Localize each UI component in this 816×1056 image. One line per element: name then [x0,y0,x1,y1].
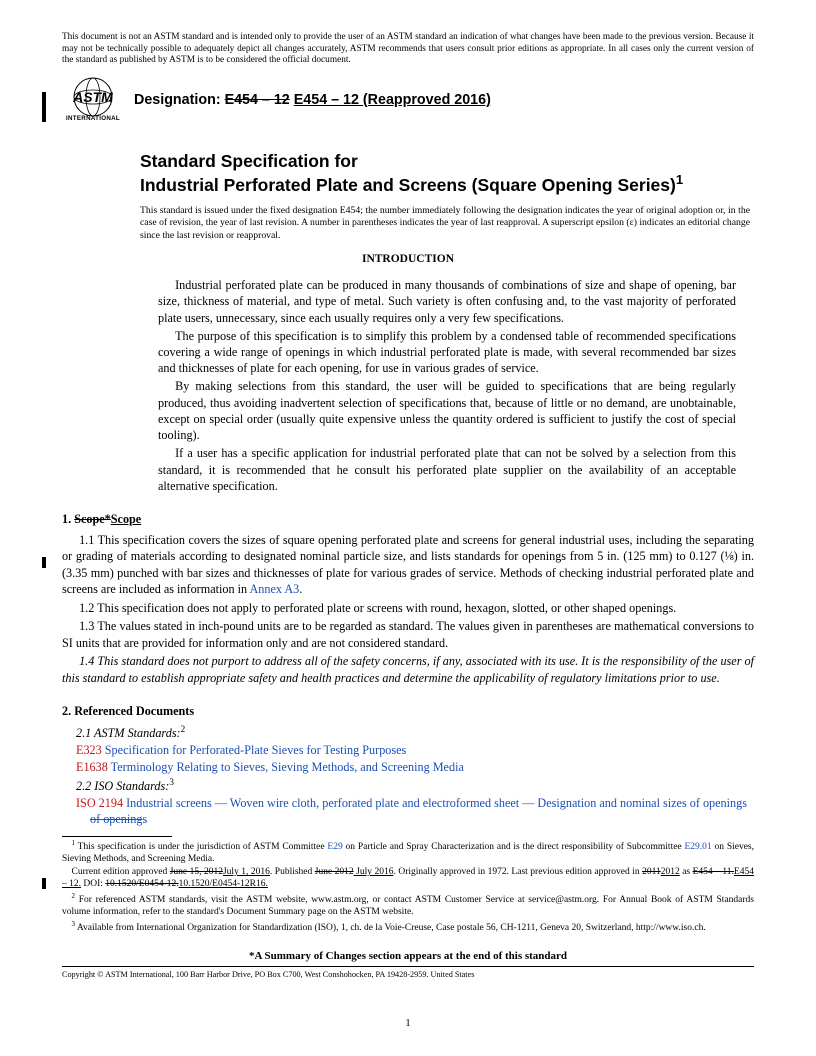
ref-e1638: E1638 Terminology Relating to Sieves, Si… [76,760,754,776]
fixed-designation-note: This standard is issued under the fixed … [140,205,754,242]
fn1-mid: . Originally approved in 1972. Last prev… [393,867,642,877]
astm-label-text: 2.1 ASTM Standards: [76,726,181,740]
para-1-1: 1.1 This specification covers the sizes … [62,532,754,598]
copyright-line: Copyright © ASTM International, 100 Barr… [62,966,754,981]
designation-old: E454 – 12 [225,92,290,108]
section-2-heading: 2. Referenced Documents [62,704,754,720]
para-1-1-b: . [299,582,302,596]
title-superscript: 1 [676,172,683,187]
iso-label-text: 2.2 ISO Standards: [76,779,169,793]
fn1-pub: . Published [270,867,315,877]
fn1-new-yr: 2012 [661,867,680,877]
fn1-old-date: June 15, 2012 [170,867,223,877]
intro-para-4: If a user has a specific application for… [158,445,736,494]
astm-sup: 2 [181,724,186,734]
para-1-1-a: 1.1 This specification covers the sizes … [62,533,754,596]
astm-logo-icon: ASTM [64,77,122,117]
title-line2: Industrial Perforated Plate and Screens … [140,172,754,195]
fn1-doi-label: DOI: [81,879,105,889]
disclaimer-text: This document is not an ASTM standard an… [62,32,754,67]
fn1-old-yr: 2011 [642,867,661,877]
page-content: This document is not an ASTM standard an… [0,0,816,981]
fn1-b: on Particle and Spray Characterization a… [343,842,685,852]
ref-e323: E323 Specification for Perforated-Plate … [76,743,754,759]
para-1-2: 1.2 This specification does not apply to… [62,600,754,616]
change-bar [42,878,46,889]
intro-para-3: By making selections from this standard,… [158,378,736,443]
footnote-2: 2 For referenced ASTM standards, visit t… [62,892,754,919]
fn1-new-pub: July 2016 [354,867,394,877]
change-bar [42,92,46,122]
iso-old-tail: of opening [90,812,142,826]
introduction-heading: INTRODUCTION [62,252,754,267]
iso-title[interactable]: Industrial screens — Woven wire cloth, p… [123,796,747,810]
fn2-text: For referenced ASTM standards, visit the… [62,895,754,917]
title-line1: Standard Specification for [140,151,754,172]
iso-code[interactable]: ISO 2194 [76,796,123,810]
designation-new: E454 – 12 (Reapproved 2016) [294,92,491,108]
astm-standards-label: 2.1 ASTM Standards:2 [76,724,754,742]
para-1-3: 1.3 The values stated in inch-pound unit… [62,618,754,651]
para-1-4: 1.4 This standard does not purport to ad… [62,653,754,686]
intro-para-1: Industrial perforated plate can be produ… [158,277,736,326]
fn1-new-date: July 1, 2016 [223,867,270,877]
footnote-rule [62,836,172,837]
summary-of-changes-note: *A Summary of Changes section appears at… [62,949,754,963]
designation-label: Designation: [134,92,225,108]
astm-logo: ASTM INTERNATIONAL [62,77,124,123]
scope-old: Scope* [74,512,111,526]
e323-title[interactable]: Specification for Perforated-Plate Sieve… [102,743,407,757]
section-1-num: 1. [62,512,71,526]
change-bar [42,557,46,568]
footnote-1: 1 This specification is under the jurisd… [62,839,754,866]
e1638-code[interactable]: E1638 [76,760,108,774]
fn1-as: as [680,867,693,877]
svg-text:ASTM: ASTM [72,89,113,105]
fn1-new-doi: 10.1520/E0454-12R16. [179,879,268,889]
fn1-old-doi: 10.1520/E0454-12. [105,879,178,889]
document-title: Standard Specification for Industrial Pe… [140,151,754,195]
introduction-block: Industrial perforated plate can be produ… [158,277,736,494]
ref-iso-strike: of openings [90,812,754,828]
intro-para-2: The purpose of this specification is to … [158,328,736,377]
fn1-a: This specification is under the jurisdic… [75,842,327,852]
page-number: 1 [0,1016,816,1030]
fn1-old-pub: June 2012 [315,867,354,877]
section-1-heading: 1. Scope*Scope [62,512,754,528]
iso-standards-label: 2.2 ISO Standards:3 [76,777,754,795]
iso-sup: 3 [169,777,174,787]
fn1-old-ed: E454 – 11. [693,867,734,877]
designation-line: Designation: E454 – 12 E454 – 12 (Reappr… [134,91,491,110]
logo-label: INTERNATIONAL [62,115,124,123]
fn3-text: Available from International Organizatio… [75,923,706,933]
committee-e29-link[interactable]: E29 [327,842,342,852]
footnote-3: 3 Available from International Organizat… [62,920,754,935]
footnote-1-line2: Current edition approved June 15, 2012Ju… [62,867,754,891]
annex-a3-link[interactable]: Annex A3 [250,582,300,596]
header-row: ASTM INTERNATIONAL Designation: E454 – 1… [62,77,754,123]
title-main: Industrial Perforated Plate and Screens … [140,174,676,194]
ref-iso2194: ISO 2194 Industrial screens — Woven wire… [76,796,754,812]
e323-code[interactable]: E323 [76,743,102,757]
subcommittee-link[interactable]: E29.01 [684,842,711,852]
e1638-title[interactable]: Terminology Relating to Sieves, Sieving … [108,760,464,774]
fn1-pre: Current edition approved [72,867,170,877]
scope-new: Scope [111,512,141,526]
